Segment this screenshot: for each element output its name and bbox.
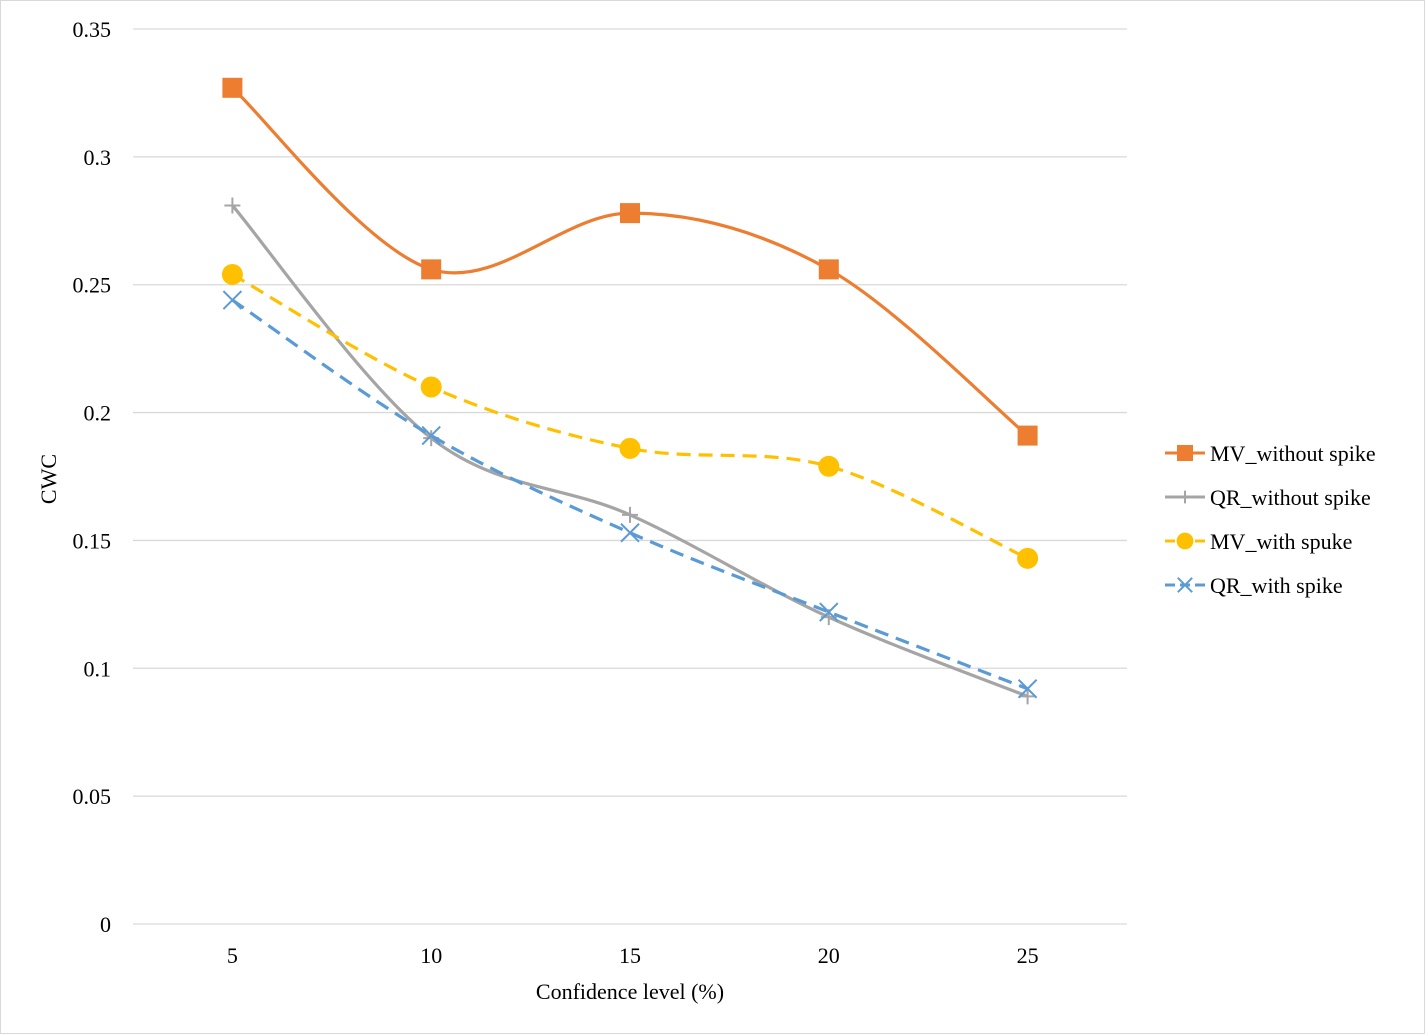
legend-label: QR_with spike — [1210, 573, 1343, 598]
y-tick-label: 0.15 — [73, 528, 112, 553]
y-tick-label: 0.05 — [73, 784, 112, 809]
data-point-circle — [619, 437, 641, 459]
data-point-plus — [1019, 688, 1036, 705]
data-point-circle — [818, 455, 840, 477]
data-point-circle — [420, 376, 442, 398]
y-tick-label: 0.3 — [84, 145, 112, 170]
x-tick-label: 15 — [619, 943, 641, 968]
data-point-square — [421, 259, 442, 280]
data-point-x — [620, 523, 640, 543]
series-1 — [224, 197, 1036, 705]
series-0 — [222, 77, 1038, 446]
y-tick-label: 0.2 — [84, 401, 112, 426]
series-3 — [222, 290, 1038, 699]
legend-marker — [1176, 532, 1194, 550]
data-point-x — [819, 602, 839, 622]
data-point-x — [421, 425, 441, 446]
y-tick-label: 0.25 — [73, 273, 112, 298]
series-lines — [221, 77, 1039, 705]
data-point-x — [222, 290, 243, 310]
legend-item: QR_without spike — [1165, 485, 1371, 510]
data-point-plus — [224, 197, 241, 214]
legend-label: MV_with spuke — [1210, 529, 1352, 554]
gridlines — [133, 28, 1127, 925]
y-tick-label: 0.35 — [73, 17, 112, 42]
x-axis-label: Confidence level (%) — [536, 979, 724, 1004]
legend-marker — [1177, 577, 1193, 593]
x-axis-ticks: 5 10 15 20 25 — [227, 943, 1039, 968]
data-point-square — [222, 77, 243, 98]
y-axis-ticks: 0 0.05 0.1 0.15 0.2 0.25 0.3 0.35 — [73, 17, 112, 937]
legend-label: MV_without spike — [1210, 441, 1376, 466]
data-point-circle — [221, 263, 243, 285]
legend-item: MV_without spike — [1165, 441, 1376, 466]
legend: MV_without spike QR_without spike MV_with … — [1165, 441, 1376, 598]
data-point-square — [818, 259, 839, 280]
legend-item: QR_with spike — [1165, 573, 1343, 598]
x-tick-label: 25 — [1017, 943, 1039, 968]
y-tick-label: 0.1 — [84, 656, 112, 681]
series-line — [231, 273, 1029, 560]
legend-label: QR_without spike — [1210, 485, 1371, 510]
data-point-circle — [1017, 547, 1039, 569]
y-axis-label: CWC — [36, 454, 61, 504]
x-tick-label: 5 — [227, 943, 238, 968]
x-tick-label: 20 — [818, 943, 840, 968]
series-line — [231, 204, 1029, 698]
x-tick-label: 10 — [420, 943, 442, 968]
y-tick-label: 0 — [100, 912, 111, 937]
series-2 — [221, 263, 1039, 569]
data-point-plus — [622, 506, 638, 523]
data-point-x — [1017, 679, 1038, 699]
legend-marker — [1177, 445, 1193, 461]
data-point-square — [620, 203, 640, 224]
legend-marker — [1178, 490, 1192, 504]
data-point-square — [1017, 425, 1038, 446]
legend-item: MV_with spuke — [1165, 529, 1352, 554]
